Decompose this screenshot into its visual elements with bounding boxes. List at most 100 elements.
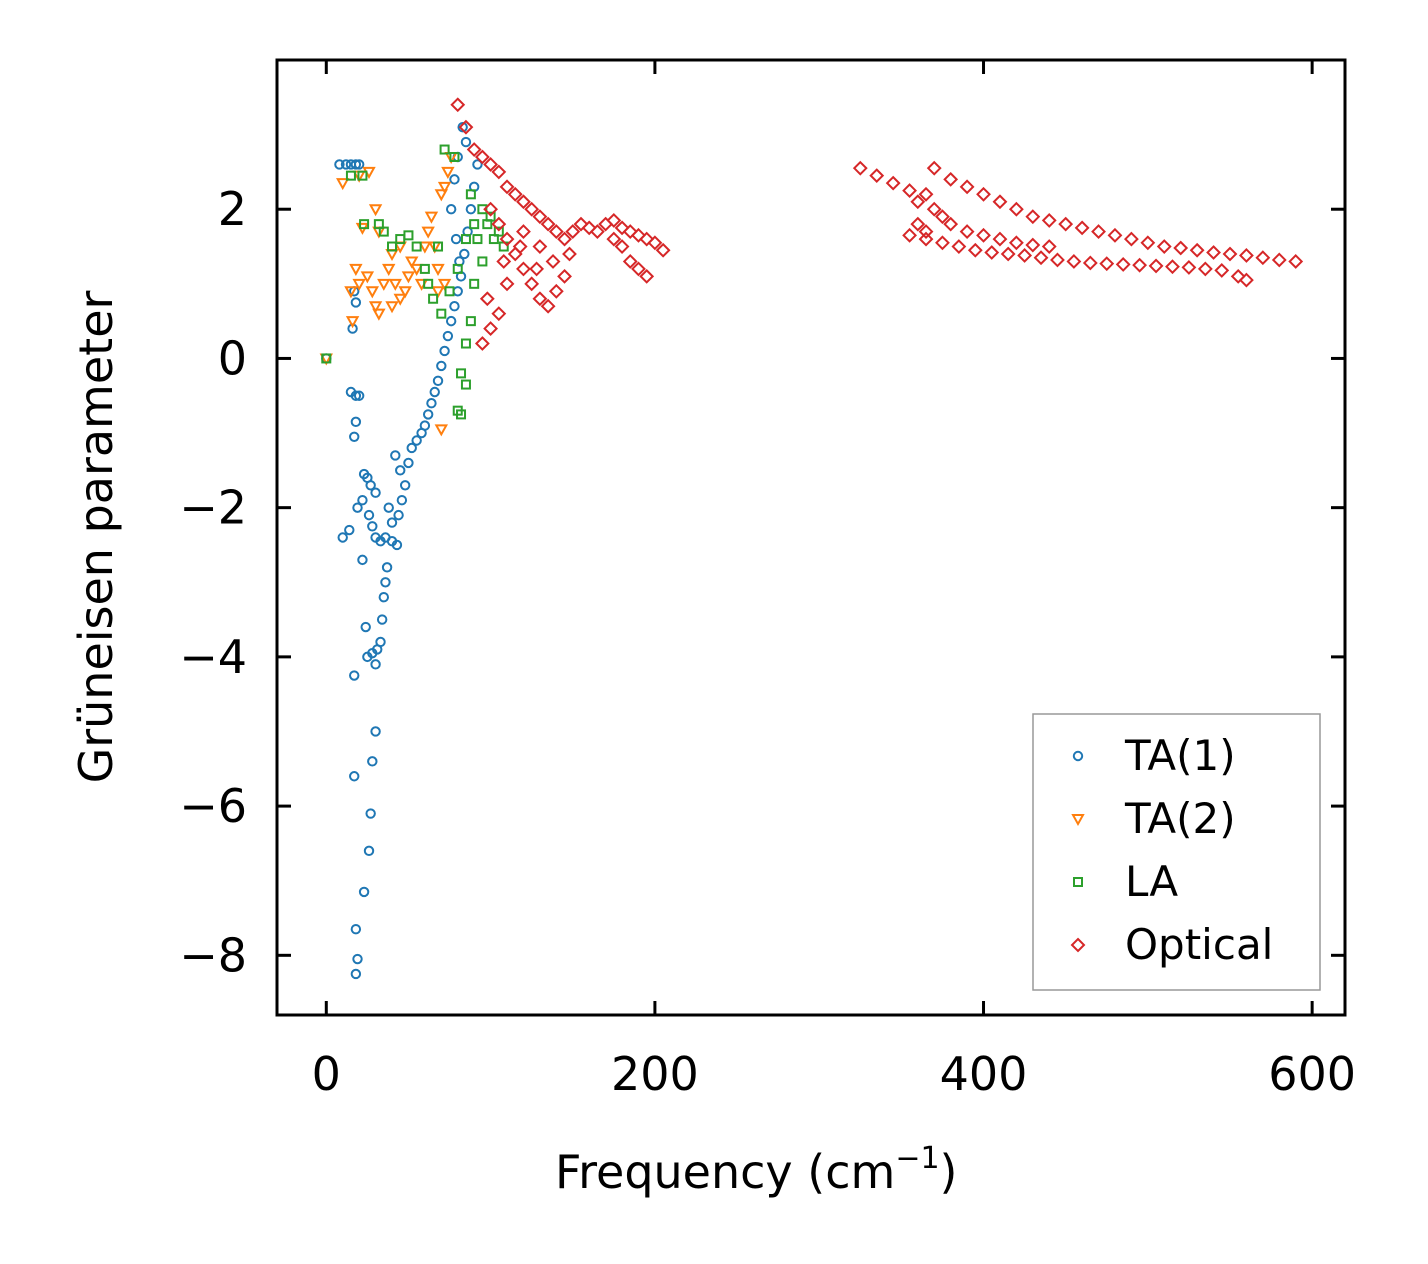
data-point — [1082, 255, 1098, 271]
data-point — [360, 621, 371, 633]
data-point — [352, 953, 363, 965]
data-point — [426, 398, 437, 409]
data-point — [370, 726, 381, 737]
data-point — [349, 771, 360, 782]
data-point — [434, 189, 449, 202]
data-point — [449, 151, 460, 162]
data-point — [1099, 256, 1115, 272]
data-point — [377, 278, 391, 291]
data-point — [456, 409, 467, 420]
data-point — [350, 159, 362, 170]
data-point — [465, 316, 476, 327]
plot-frame — [275, 58, 1347, 1017]
data-point — [935, 209, 950, 225]
data-point — [959, 224, 975, 240]
data-point — [1025, 209, 1041, 225]
y-tick-label: 2 — [218, 182, 247, 236]
data-point — [1041, 212, 1057, 228]
data-point — [581, 220, 597, 236]
data-point — [1123, 231, 1139, 247]
data-point — [1181, 259, 1197, 275]
legend-entry: TA(1) — [1072, 731, 1236, 780]
data-point — [449, 301, 460, 312]
y-tick-label: −2 — [179, 481, 247, 535]
data-point — [1074, 220, 1090, 236]
data-point — [393, 509, 404, 521]
data-point — [457, 121, 468, 133]
data-point — [1255, 250, 1271, 266]
data-point — [436, 360, 447, 372]
data-point — [499, 276, 515, 292]
data-point — [918, 224, 934, 240]
data-point — [344, 524, 355, 536]
data-point — [357, 554, 368, 566]
data-point — [422, 409, 434, 420]
data-point — [1156, 239, 1172, 254]
data-point — [385, 301, 399, 314]
data-point — [337, 532, 348, 543]
data-point — [622, 224, 638, 240]
data-point — [926, 201, 942, 217]
y-tick-label: 0 — [218, 331, 247, 385]
data-point — [460, 136, 472, 148]
x-tick-label: 0 — [312, 1047, 341, 1101]
data-point — [378, 226, 389, 237]
axis-ticks: 0 200 400 600 2 0 −2 −4 −6 −8 — [179, 60, 1356, 1101]
x-axis-label-main: Frequency (cm — [555, 1145, 895, 1199]
data-point — [474, 149, 490, 165]
legend-marker — [1071, 814, 1085, 827]
data-point — [1222, 246, 1238, 262]
data-point — [390, 450, 401, 461]
x-tick-label: 400 — [940, 1047, 1028, 1101]
data-point — [926, 160, 942, 176]
data-point — [403, 230, 414, 241]
data-point — [614, 239, 630, 254]
data-point — [349, 263, 363, 276]
data-point — [459, 248, 470, 260]
data-point — [1214, 262, 1230, 278]
data-point — [483, 157, 499, 172]
data-point — [439, 144, 450, 155]
data-point — [943, 216, 959, 232]
data-point — [437, 278, 452, 291]
data-point — [365, 286, 379, 299]
data-point — [1165, 259, 1180, 275]
data-point — [386, 517, 398, 528]
data-point — [465, 204, 477, 215]
data-point — [368, 204, 383, 217]
data-point — [918, 231, 934, 247]
data-point — [406, 442, 417, 454]
data-point — [918, 186, 934, 202]
data-point — [452, 263, 463, 274]
data-point — [1041, 239, 1057, 254]
data-point — [442, 330, 454, 342]
data-point — [483, 201, 499, 217]
data-point — [444, 286, 455, 297]
data-point — [540, 298, 556, 314]
legend-entry: Optical — [1070, 920, 1273, 969]
data-point — [370, 659, 381, 670]
data-point — [548, 224, 564, 240]
series-optical — [450, 97, 1304, 351]
data-point — [367, 521, 378, 532]
data-point — [902, 183, 917, 198]
data-point — [1008, 235, 1024, 251]
data-point — [477, 256, 488, 267]
data-point — [350, 297, 362, 308]
series-ta-2 — [319, 151, 458, 437]
data-point — [441, 166, 455, 179]
data-point — [507, 186, 523, 202]
y-axis-label: Grüneisen parameter — [69, 290, 123, 783]
data-point — [362, 651, 373, 663]
data-point — [419, 263, 430, 274]
data-point — [445, 204, 457, 215]
data-point — [360, 271, 375, 284]
data-point — [460, 379, 471, 390]
data-point — [885, 175, 901, 191]
data-point — [419, 420, 431, 431]
data-point — [388, 278, 403, 291]
data-point — [589, 224, 605, 240]
data-point — [370, 487, 381, 498]
data-point — [345, 316, 360, 329]
data-point — [395, 465, 406, 476]
